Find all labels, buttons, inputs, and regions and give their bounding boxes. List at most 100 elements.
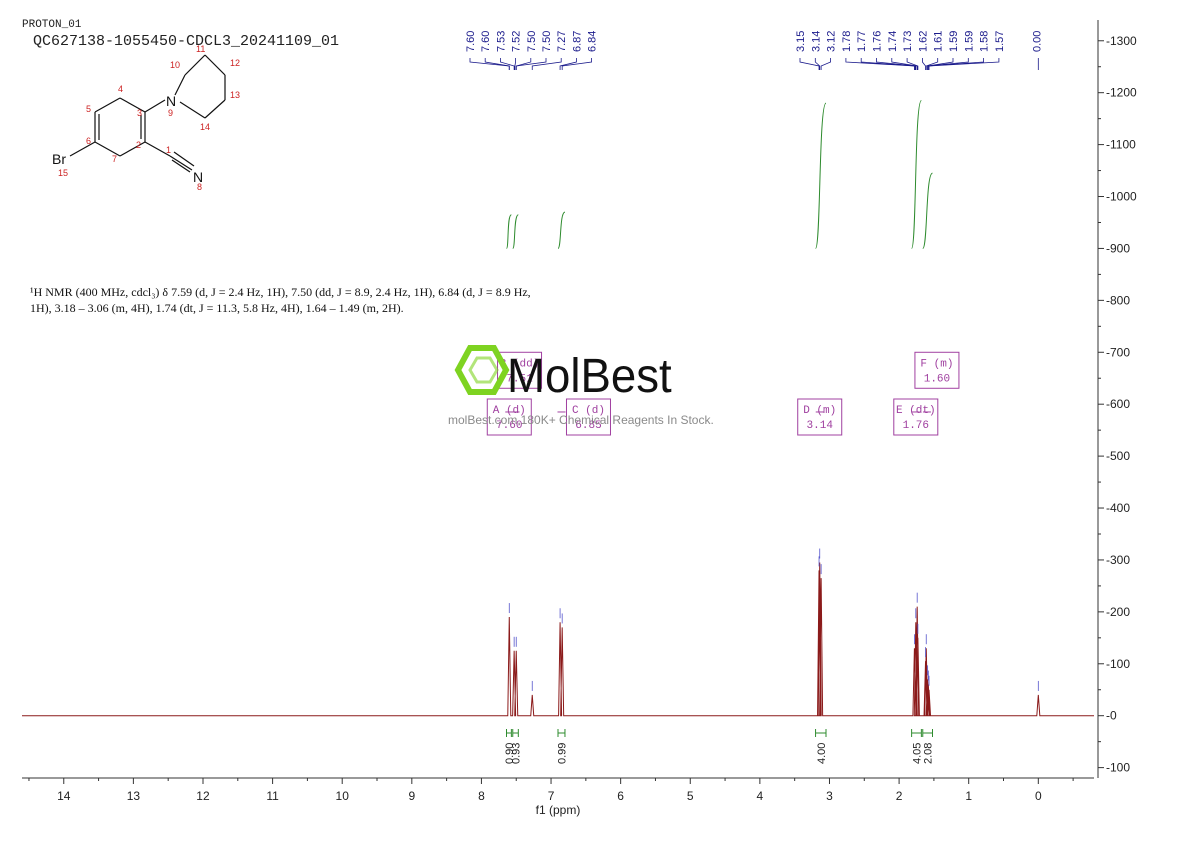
multiplet-box <box>486 398 532 436</box>
multiplet-shift: 7.51 <box>506 373 533 385</box>
x-axis-label: f1 (ppm) <box>536 803 581 817</box>
peak-label: 1.59 <box>948 31 960 52</box>
peak-label-leader <box>814 58 821 70</box>
integral-value: 0.99 <box>556 743 568 764</box>
peak-label-leader <box>484 58 510 70</box>
x-tick-label: 5 <box>687 789 694 803</box>
x-tick-label: 0 <box>1035 789 1042 803</box>
atom-br: Br <box>52 151 66 167</box>
y-tick-label: -600 <box>1106 397 1130 411</box>
atom-number: 11 <box>196 44 205 54</box>
y-tick-label: -0 <box>1106 709 1117 723</box>
multiplet-shift: 7.60 <box>496 420 522 432</box>
peak-label-leader <box>499 58 515 70</box>
peak-label: 7.53 <box>495 31 507 52</box>
peak-label: 1.59 <box>963 31 975 52</box>
y-tick-label: -300 <box>1106 553 1130 567</box>
peak-label-leader <box>531 58 562 70</box>
atom-number: 3 <box>137 108 142 118</box>
watermark-tagline: molBest.com,180K+ Chemical Reagents In S… <box>448 413 714 427</box>
peak-label: 3.14 <box>810 31 822 52</box>
peak-label: 7.60 <box>480 31 492 52</box>
multiplet-shift: 3.14 <box>807 420 834 432</box>
peak-label-tms: 0.00 <box>1031 31 1043 52</box>
multiplet-label: E (dt) <box>896 405 936 417</box>
multiplet-box <box>893 398 939 436</box>
peak-label-leader <box>514 58 516 70</box>
peak-label: 1.74 <box>887 31 899 52</box>
y-tick-label: -1200 <box>1106 86 1137 100</box>
x-tick-label: 10 <box>336 789 350 803</box>
x-tick-label: 4 <box>757 789 764 803</box>
y-tick-label: -1000 <box>1106 190 1137 204</box>
peak-label-leader <box>906 58 919 70</box>
peak-label: 1.77 <box>856 31 868 52</box>
peak-label-leader <box>925 58 939 70</box>
y-tick-label: -1300 <box>1106 34 1137 48</box>
experiment-name: PROTON_01 <box>22 19 82 31</box>
peak-label: 7.50 <box>526 31 538 52</box>
peak-label-leader <box>876 58 917 70</box>
y-tick-label: -500 <box>1106 449 1130 463</box>
atom-number: 10 <box>170 60 180 70</box>
peak-label: 7.50 <box>541 31 553 52</box>
peak-label-leader <box>799 58 820 70</box>
integral-curve <box>505 214 512 249</box>
y-tick-label: -1100 <box>1106 138 1136 152</box>
molbest-logo: MolBest <box>454 345 672 400</box>
multiplet-box <box>565 398 611 436</box>
atom-number: 5 <box>86 104 91 114</box>
peak-label: 6.87 <box>571 31 583 52</box>
y-tick-label: -800 <box>1106 293 1130 307</box>
peak-label-leader <box>922 58 926 70</box>
x-tick-label: 7 <box>548 789 555 803</box>
peak-label-leader <box>927 58 984 70</box>
x-tick-label: 9 <box>408 789 415 803</box>
y-tick-label: -100 <box>1106 761 1130 775</box>
peak-label-leader <box>559 58 577 70</box>
integral-curve <box>557 211 566 249</box>
x-tick-label: 14 <box>57 789 71 803</box>
integral-curve <box>911 99 922 249</box>
atom-number: 6 <box>86 136 91 146</box>
x-tick-label: 13 <box>127 789 141 803</box>
atom-number: 13 <box>230 90 240 100</box>
peak-label: 1.57 <box>994 31 1006 52</box>
atom-number: 15 <box>58 168 68 178</box>
peak-label-leader <box>928 58 1000 70</box>
x-tick-label: 3 <box>826 789 833 803</box>
multiplet-shift: 6.85 <box>575 420 601 432</box>
atom-number: 2 <box>136 140 141 150</box>
peak-label-leader <box>820 58 831 70</box>
y-tick-label: -100 <box>1106 657 1130 671</box>
peak-label: 1.58 <box>979 31 991 52</box>
integral-value: 4.00 <box>816 743 828 764</box>
peak-label: 3.12 <box>826 31 838 52</box>
atom-number: 1 <box>166 145 171 155</box>
molbest-logo-text: MolBest <box>507 349 672 400</box>
peak-label-leader <box>927 58 969 70</box>
y-tick-label: -700 <box>1106 345 1130 359</box>
peak-label: 1.73 <box>902 31 914 52</box>
multiplet-label: F (m) <box>920 358 953 370</box>
x-tick-label: 12 <box>196 789 210 803</box>
x-tick-label: 2 <box>896 789 903 803</box>
x-tick-label: 11 <box>266 789 279 803</box>
peak-label-leader <box>469 58 510 70</box>
peak-label: 1.78 <box>841 31 853 52</box>
atom-number: 9 <box>168 108 173 118</box>
atom-n-nitrile: N <box>193 169 203 185</box>
x-tick-label: 1 <box>965 789 972 803</box>
x-tick-label: 8 <box>478 789 485 803</box>
y-tick-label: -400 <box>1106 501 1130 515</box>
peak-label: 7.60 <box>465 31 477 52</box>
nmr-description: ¹H NMR (400 MHz, cdcl₃) δ 7.59 (d, J = 2… <box>30 284 630 316</box>
atom-number: 4 <box>118 84 123 94</box>
peak-label-leader <box>561 58 592 70</box>
peak-label-leader <box>860 58 916 70</box>
peak-label: 6.84 <box>587 31 599 52</box>
peak-label: 1.62 <box>917 31 929 52</box>
multiplet-shift: 1.76 <box>903 420 929 432</box>
